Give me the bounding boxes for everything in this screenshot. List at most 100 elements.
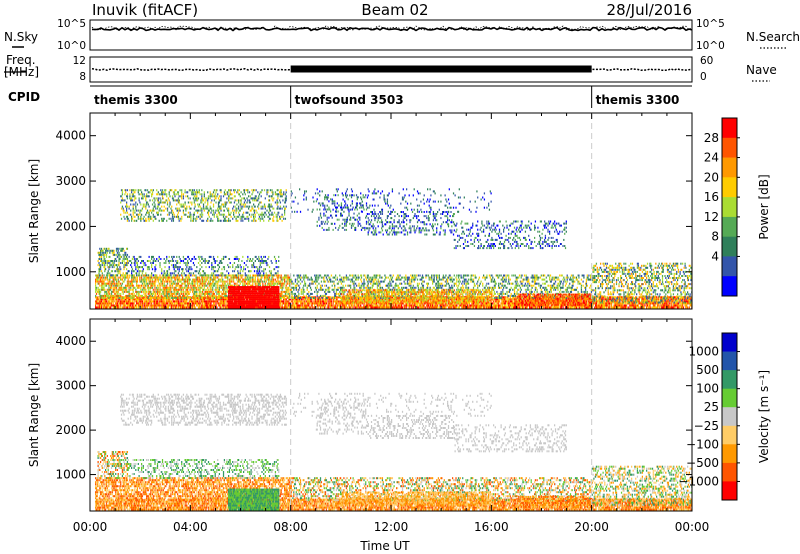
heatmap-cell: [100, 279, 101, 281]
heatmap-cell: [186, 277, 187, 279]
heatmap-cell: [132, 283, 133, 285]
heatmap-cell: [164, 285, 165, 287]
heatmap-cell: [169, 305, 170, 307]
heatmap-cell: [222, 283, 223, 285]
heatmap-cell: [169, 297, 170, 299]
heatmap-cell: [190, 289, 191, 291]
heatmap-cell: [145, 307, 146, 309]
nave-label: Nave: [746, 63, 777, 77]
heatmap-cell: [401, 305, 402, 307]
heatmap-cell: [532, 307, 533, 309]
heatmap-cell: [424, 305, 425, 307]
heatmap-cell: [177, 281, 178, 283]
heatmap-cell: [167, 281, 168, 283]
heatmap-cell: [283, 300, 284, 302]
heatmap-cell: [286, 298, 287, 300]
heatmap-cell: [231, 279, 232, 281]
heatmap-cell: [242, 281, 243, 283]
heatmap-cell: [167, 297, 168, 299]
heatmap-cell: [294, 305, 295, 307]
heatmap-cell: [185, 297, 186, 299]
heatmap-cell: [225, 300, 226, 302]
heatmap-cell: [493, 300, 494, 302]
heatmap-cell: [473, 307, 474, 309]
heatmap-cell: [659, 307, 660, 309]
heatmap-cell: [216, 307, 217, 309]
heatmap-cell: [195, 275, 196, 277]
heatmap-cell: [646, 307, 647, 309]
heatmap-cell: [185, 287, 186, 289]
heatmap-cell: [124, 279, 125, 281]
heatmap-cell: [102, 279, 103, 281]
heatmap-cell: [505, 305, 506, 307]
heatmap-cell: [110, 307, 111, 309]
heatmap-cell: [551, 307, 552, 309]
heatmap-cell: [108, 281, 109, 283]
heatmap-cell: [302, 302, 303, 304]
heatmap-cell: [177, 293, 178, 295]
heatmap-cell: [154, 291, 155, 293]
heatmap-cell: [154, 287, 155, 289]
heatmap-cell: [330, 296, 331, 298]
heatmap-cell: [141, 281, 142, 283]
heatmap-cell: [164, 291, 165, 293]
heatmap-cell: [249, 283, 250, 285]
heatmap-cell: [118, 281, 119, 283]
heatmap-cell: [583, 307, 584, 309]
heatmap-cell: [120, 283, 121, 285]
heatmap-cell: [157, 300, 158, 302]
heatmap-cell: [142, 305, 143, 307]
heatmap-cell: [108, 287, 109, 289]
heatmap-cell: [175, 279, 176, 281]
heatmap-cell: [639, 300, 640, 302]
heatmap-cell: [134, 279, 135, 281]
heatmap-cell: [126, 287, 127, 289]
heatmap-cell: [342, 307, 343, 309]
heatmap-cell: [220, 297, 221, 299]
heatmap-cell: [224, 302, 225, 304]
heatmap-cell: [512, 300, 513, 302]
heatmap-cell: [287, 307, 288, 309]
heatmap-cell: [168, 279, 169, 281]
heatmap-cell: [176, 295, 177, 297]
heatmap-cell: [169, 277, 170, 279]
heatmap-cell: [221, 287, 222, 289]
heatmap-cell: [111, 287, 112, 289]
heatmap-cell: [565, 307, 566, 309]
heatmap-cell: [142, 300, 143, 302]
heatmap-cell: [225, 289, 226, 291]
heatmap-cell: [159, 302, 160, 304]
heatmap-cell: [195, 307, 196, 309]
heatmap-cell: [159, 275, 160, 277]
heatmap-cell: [223, 291, 224, 293]
heatmap-cell: [114, 300, 115, 302]
heatmap-cell: [268, 281, 269, 283]
heatmap-cell: [118, 283, 119, 285]
heatmap-cell: [167, 295, 168, 297]
heatmap-cell: [523, 307, 524, 309]
heatmap-cell: [97, 297, 98, 299]
heatmap-cell: [225, 302, 226, 304]
heatmap-cell: [349, 305, 350, 307]
heatmap-cell: [682, 305, 683, 307]
heatmap-cell: [609, 305, 610, 307]
heatmap-cell: [190, 285, 191, 287]
heatmap-cell: [177, 285, 178, 287]
heatmap-cell: [203, 289, 204, 291]
heatmap-cell: [325, 305, 326, 307]
heatmap-cell: [418, 307, 419, 309]
heatmap-cell: [187, 281, 188, 283]
heatmap-cell: [141, 291, 142, 293]
heatmap-cell: [123, 307, 124, 309]
heatmap-cell: [113, 300, 114, 302]
heatmap-cell: [384, 305, 385, 307]
heatmap-cell: [467, 305, 468, 307]
heatmap-cell: [176, 305, 177, 307]
heatmap-cell: [226, 297, 227, 299]
heatmap-cell: [683, 307, 684, 309]
heatmap-cell: [261, 277, 262, 279]
heatmap-cell: [225, 291, 226, 293]
heatmap-cell: [187, 289, 188, 291]
noise-panel: N.Sky N.Search 10^5 10^0 10^5 10^0: [4, 18, 800, 52]
heatmap-cell: [456, 305, 457, 307]
